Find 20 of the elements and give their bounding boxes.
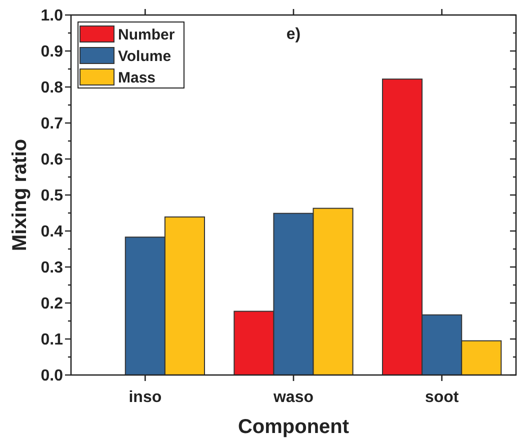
y-tick-label: 0.6 [40,152,64,169]
y-tick-label: 0.7 [40,116,64,133]
x-tick-label: inso [128,389,162,406]
legend-label: Volume [118,48,172,65]
y-tick-label: 0.5 [40,188,64,205]
x-tick-label: waso [272,389,314,406]
legend-label: Mass [118,69,156,86]
y-axis-title: Mixing ratio [9,138,31,252]
y-tick-label: 0.9 [40,44,64,61]
y-tick-label: 0.1 [40,332,64,349]
y-tick-label: 0.3 [40,260,64,277]
y-tick-label: 0.4 [40,224,64,241]
y-tick-label: 1.0 [40,8,64,25]
annotation: e) [286,26,301,43]
y-tick-label: 0.2 [40,296,64,313]
y-tick-label: 0.8 [40,80,64,97]
y-tick-label: 0.0 [40,368,64,385]
legend-label: Number [118,26,175,44]
x-tick-label: soot [424,389,460,406]
x-axis-title: Component [238,416,350,438]
